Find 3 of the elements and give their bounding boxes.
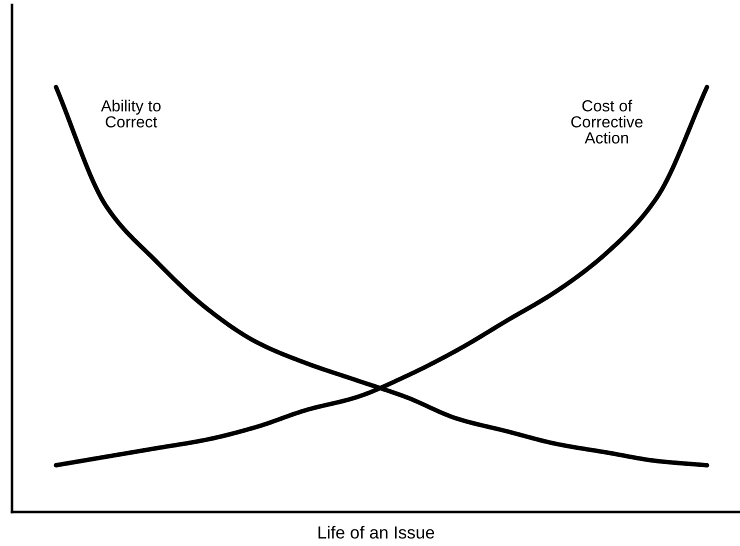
text: Cost of Corrective Action xyxy=(571,100,643,144)
x-axis-title: Life of an Issue xyxy=(318,526,434,539)
series-label: Ability to Correct xyxy=(100,100,161,128)
